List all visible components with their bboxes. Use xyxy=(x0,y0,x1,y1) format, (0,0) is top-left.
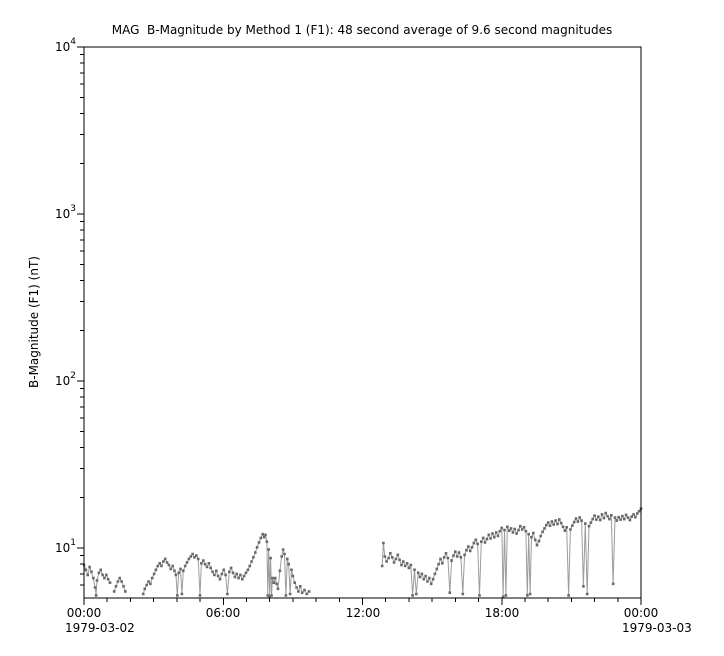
data-line-segment xyxy=(83,564,111,596)
data-markers xyxy=(112,576,127,593)
plot-frame xyxy=(83,46,642,599)
chart-title: MAG B-Magnitude by Method 1 (F1): 48 sec… xyxy=(112,23,612,37)
axes xyxy=(77,46,642,605)
x-tick-label-1: 06:00 xyxy=(206,606,241,620)
data-series xyxy=(83,507,643,599)
y-axis-label: B-Magnitude (F1) (nT) xyxy=(27,256,41,388)
data-line-segment xyxy=(381,508,642,597)
x-tick-label-2: 12:00 xyxy=(346,606,381,620)
y-tick-label: 102 xyxy=(55,371,76,388)
y-tick-label: 104 xyxy=(55,37,76,54)
data-markers xyxy=(380,507,643,599)
data-line-segment xyxy=(113,577,126,592)
x-tick-label-4: 00:00 xyxy=(624,606,659,620)
data-markers xyxy=(83,563,112,597)
x-tick-label-0: 00:00 xyxy=(67,606,102,620)
x-axis-date-right: 1979-03-03 xyxy=(622,621,692,635)
x-tick-label-3: 18:00 xyxy=(485,606,520,620)
y-tick-label: 101 xyxy=(55,538,76,555)
y-tick-labels: 101 102 103 104 xyxy=(55,37,76,555)
data-markers xyxy=(141,532,311,599)
y-tick-label: 103 xyxy=(55,204,76,221)
x-axis-date-left: 1979-03-02 xyxy=(65,621,135,635)
